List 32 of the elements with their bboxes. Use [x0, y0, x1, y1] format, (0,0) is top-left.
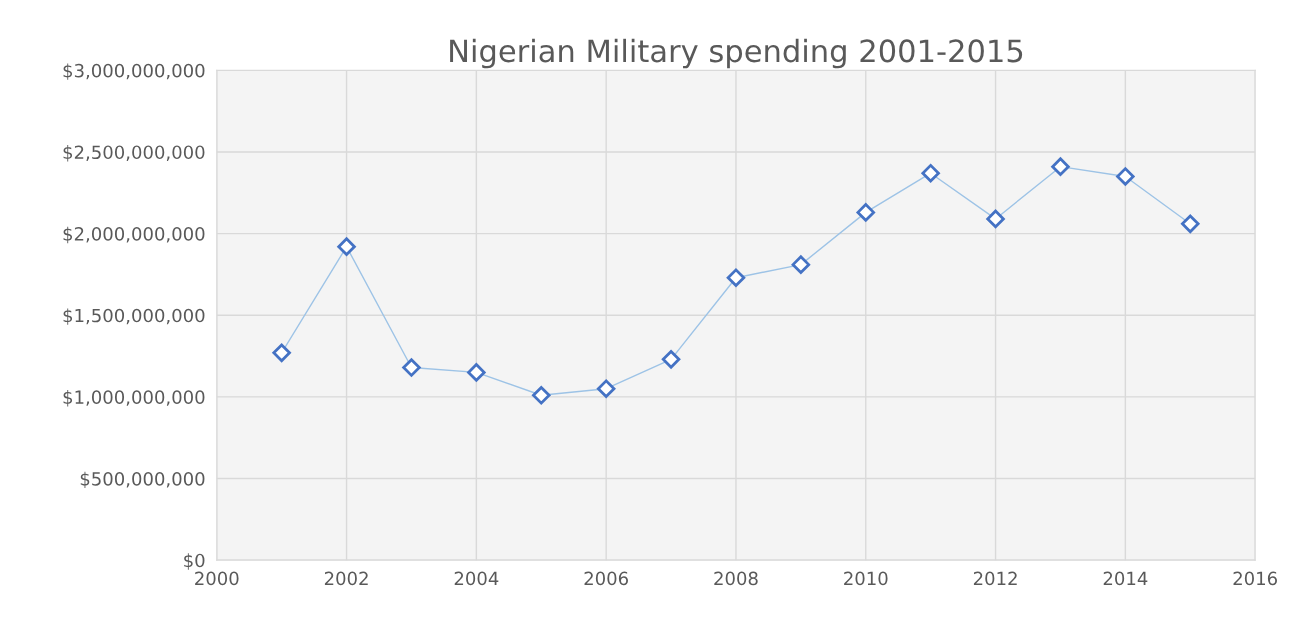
y-tick-label: $1,000,000,000 [63, 390, 205, 407]
point [467, 363, 486, 382]
x-tick-label: 2012 [973, 571, 1017, 586]
point [1116, 167, 1135, 186]
point [402, 358, 421, 377]
x-tick-label: 2010 [844, 571, 888, 586]
point [661, 350, 681, 369]
point [986, 209, 1005, 229]
x-tick-label: 2008 [714, 571, 758, 586]
y-tick-label: $0 [184, 553, 205, 570]
x-tick-label: 2002 [324, 571, 368, 586]
y-tick-label: $1,500,000,000 [63, 308, 205, 325]
point [726, 268, 746, 287]
y-tick-label: $2,500,000,000 [63, 145, 205, 162]
point [337, 237, 356, 256]
chart-title: Nigerian Military spending 2001-2015 [450, 38, 1023, 69]
x-tick-label: 2006 [584, 571, 628, 586]
point [791, 255, 811, 274]
point [921, 163, 940, 183]
y-tick-label: $2,000,000,000 [63, 226, 205, 244]
y-tick-label: $500,000,000 [80, 471, 205, 489]
x-tick-label: 2016 [1233, 571, 1277, 586]
point [596, 379, 616, 398]
point [532, 386, 551, 405]
x-tick-label: 2000 [195, 571, 239, 586]
point [272, 343, 291, 363]
point [856, 203, 876, 222]
x-tick-label: 2014 [1103, 571, 1148, 586]
point [1051, 157, 1070, 176]
point [1181, 214, 1200, 234]
x-tick-label: 2004 [454, 571, 499, 586]
y-tick-label: $3,000,000,000 [63, 63, 205, 80]
